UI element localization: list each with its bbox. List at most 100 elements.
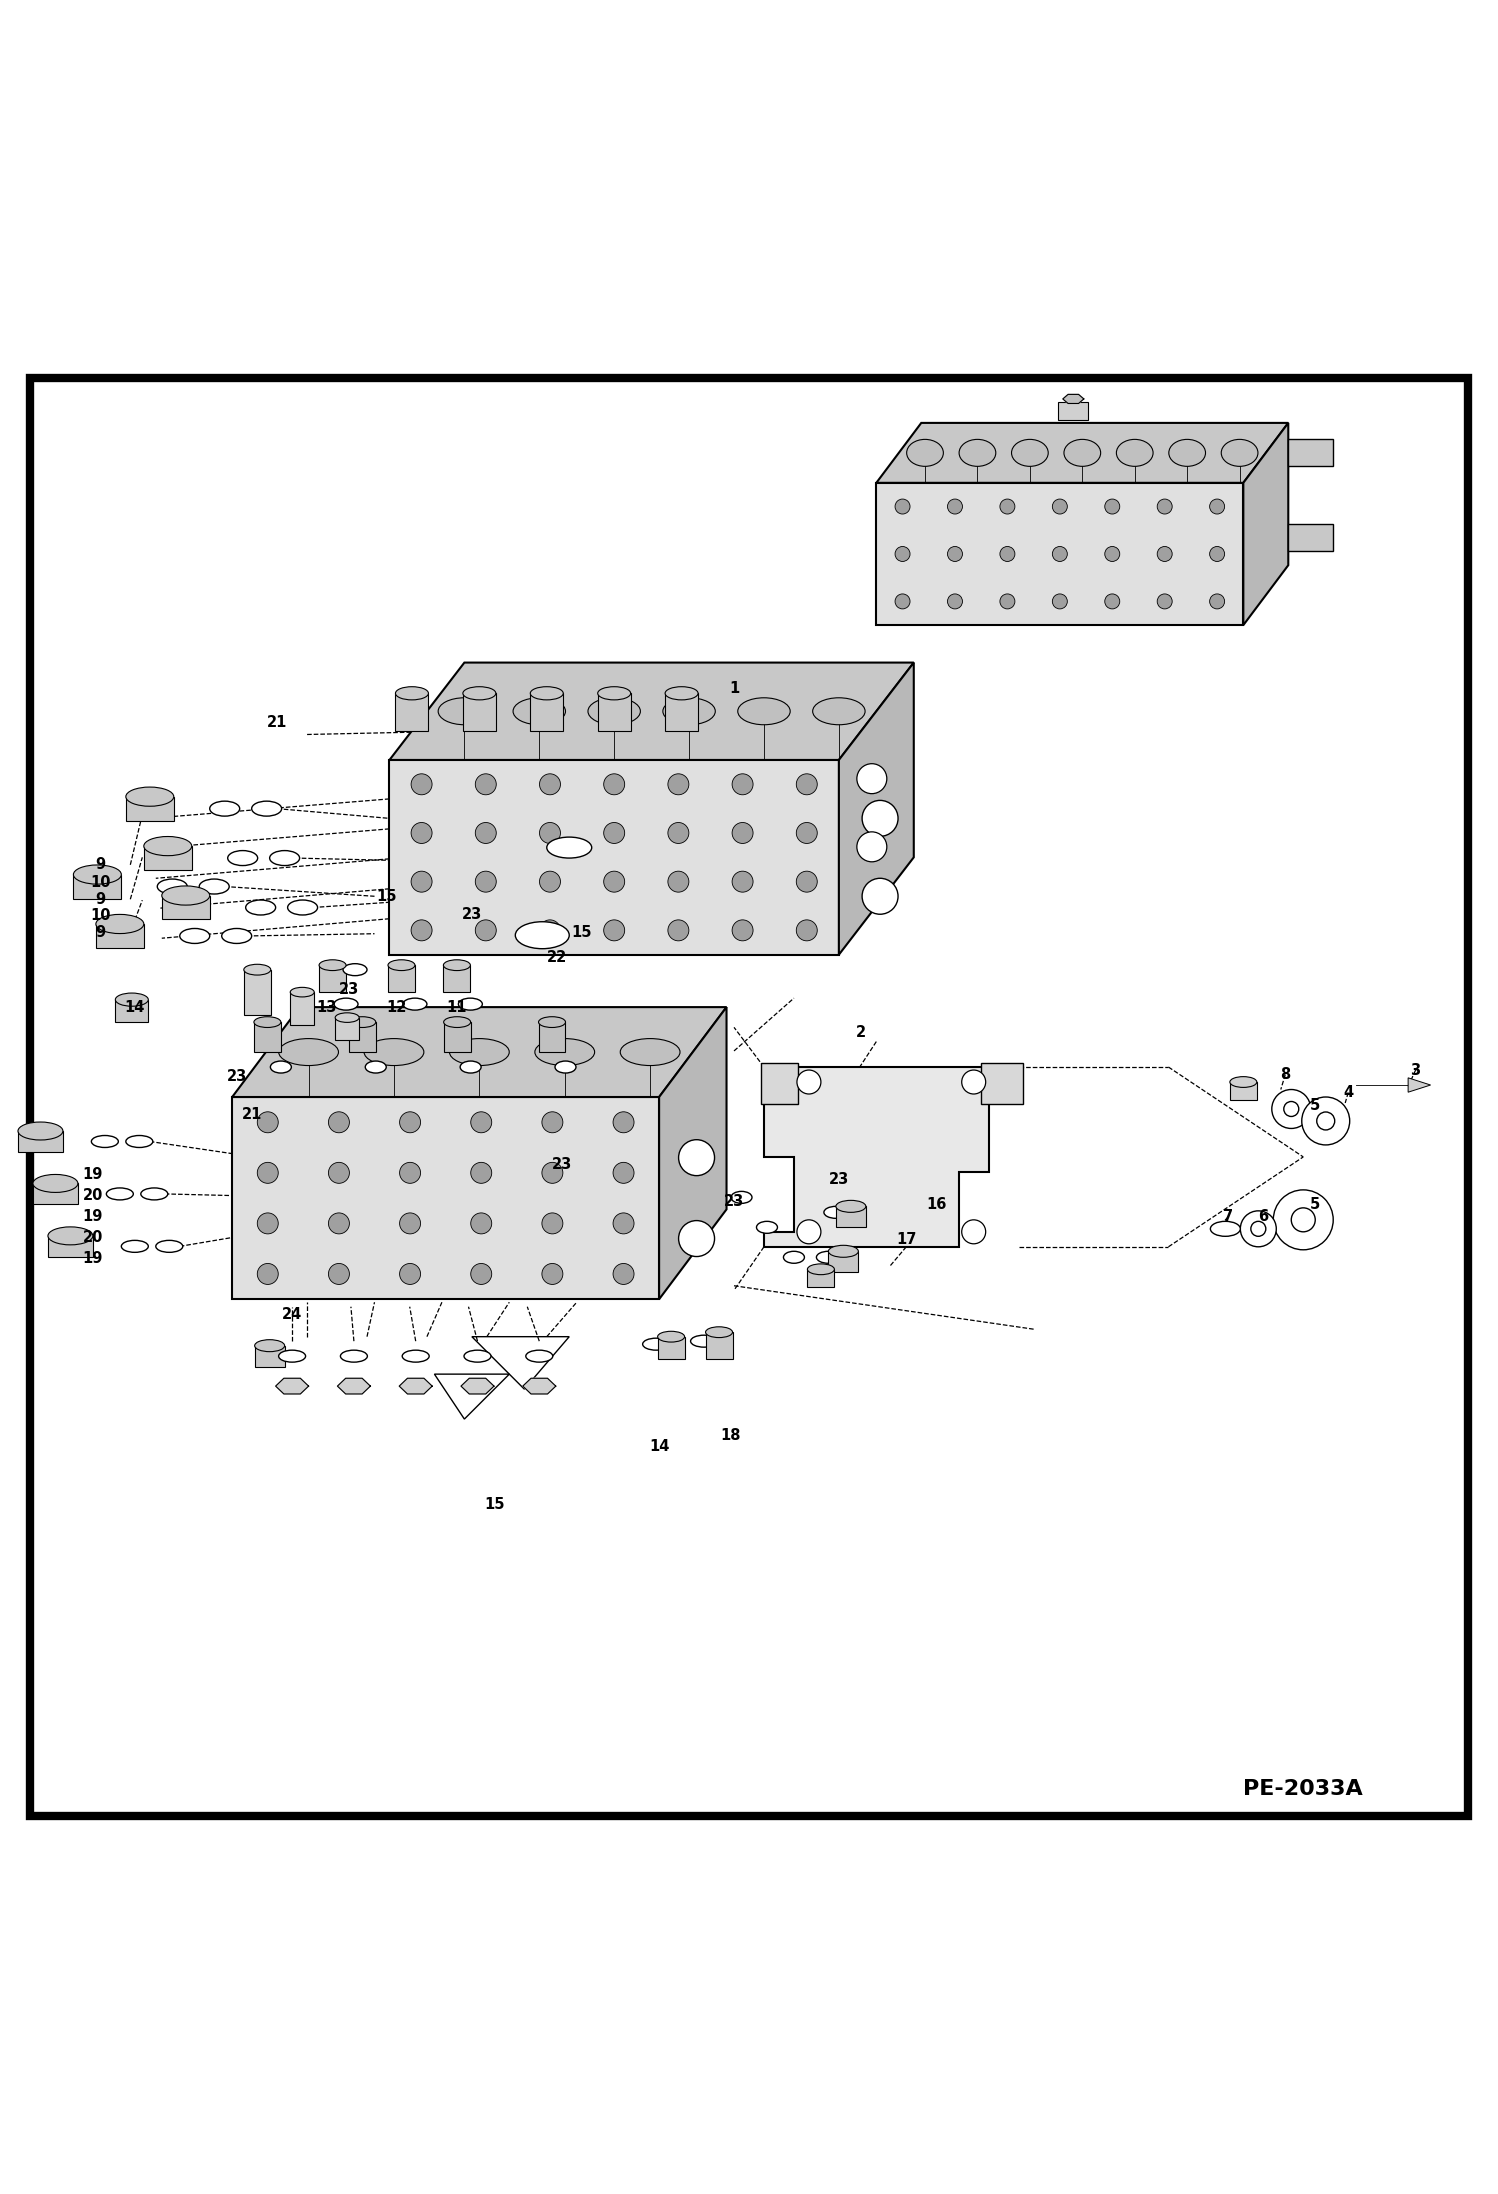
Ellipse shape [18,1121,63,1141]
Ellipse shape [587,698,641,724]
Circle shape [475,871,496,893]
Circle shape [679,1220,715,1257]
Ellipse shape [162,886,210,906]
Text: 23: 23 [339,981,360,996]
Ellipse shape [526,1349,553,1362]
Circle shape [733,919,753,941]
Ellipse shape [824,1207,848,1218]
Ellipse shape [816,1251,840,1264]
Ellipse shape [388,959,415,970]
Ellipse shape [535,1038,595,1066]
Bar [18,1130,63,1152]
Ellipse shape [1011,439,1049,467]
Text: 20: 20 [82,1189,103,1202]
Text: 2: 2 [857,1025,866,1040]
Bar [1288,439,1333,465]
Bar [48,1235,93,1257]
Text: 24: 24 [282,1308,303,1321]
Ellipse shape [691,1336,718,1347]
Polygon shape [232,1097,659,1299]
Circle shape [894,595,909,610]
Text: 7: 7 [1224,1209,1233,1224]
Ellipse shape [1168,439,1206,467]
Ellipse shape [255,1341,285,1352]
Ellipse shape [1210,1222,1240,1235]
Text: 15: 15 [376,889,397,904]
Bar [598,693,631,731]
Text: 4: 4 [1344,1086,1353,1099]
Circle shape [539,823,560,842]
Text: 3: 3 [1411,1062,1420,1077]
Circle shape [733,871,753,893]
Polygon shape [389,759,839,954]
Ellipse shape [556,1062,577,1073]
Circle shape [668,774,689,794]
Circle shape [857,764,887,794]
Circle shape [604,823,625,842]
Ellipse shape [106,1187,133,1200]
Ellipse shape [706,1327,733,1338]
Ellipse shape [1221,439,1258,467]
Circle shape [733,823,753,842]
Ellipse shape [340,1349,367,1362]
Circle shape [797,1220,821,1244]
Circle shape [258,1213,279,1233]
Text: PE-2033A: PE-2033A [1243,1779,1363,1799]
Bar [126,796,174,821]
Text: 9: 9 [96,924,105,939]
Text: 19: 19 [82,1251,103,1266]
Circle shape [604,774,625,794]
Text: 21: 21 [241,1108,262,1123]
Circle shape [962,1220,986,1244]
Circle shape [470,1163,491,1183]
Circle shape [857,832,887,862]
Polygon shape [659,1007,727,1299]
Polygon shape [876,423,1288,483]
Circle shape [1156,595,1171,610]
Text: 14: 14 [124,1000,145,1014]
Circle shape [1251,1222,1266,1235]
Bar [761,1062,798,1104]
Polygon shape [839,663,914,954]
Ellipse shape [403,998,427,1009]
Circle shape [668,871,689,893]
Circle shape [863,878,899,915]
Circle shape [328,1112,349,1132]
Bar [388,965,415,992]
Circle shape [1052,595,1067,610]
Circle shape [410,919,431,941]
Ellipse shape [291,987,315,996]
Ellipse shape [737,698,791,724]
Polygon shape [389,663,914,759]
Ellipse shape [141,1187,168,1200]
Circle shape [1104,546,1119,562]
Circle shape [797,823,818,842]
Circle shape [542,1163,563,1183]
Text: 1: 1 [730,680,739,695]
Ellipse shape [458,998,482,1009]
Ellipse shape [279,1038,339,1066]
Ellipse shape [126,1136,153,1147]
Circle shape [613,1213,634,1233]
Bar [1058,402,1088,419]
Ellipse shape [1230,1077,1257,1088]
Circle shape [328,1213,349,1233]
Ellipse shape [334,998,358,1009]
Ellipse shape [807,1264,834,1275]
Circle shape [539,871,560,893]
Ellipse shape [547,838,592,858]
Circle shape [1052,498,1067,513]
Circle shape [797,919,818,941]
Ellipse shape [539,1016,566,1027]
Circle shape [475,823,496,842]
Ellipse shape [222,928,252,943]
Text: 23: 23 [226,1068,247,1084]
Ellipse shape [144,836,192,856]
Circle shape [613,1264,634,1283]
Ellipse shape [270,851,300,867]
Circle shape [410,774,431,794]
Text: 23: 23 [724,1194,745,1209]
Text: 12: 12 [386,1000,407,1014]
Ellipse shape [395,687,428,700]
Text: 20: 20 [82,1231,103,1246]
